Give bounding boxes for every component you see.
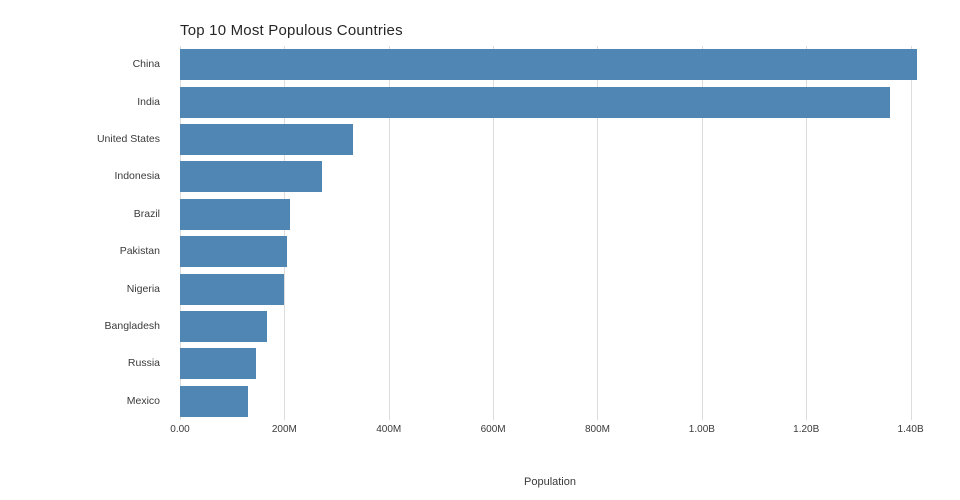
bar-indonesia — [180, 161, 323, 193]
gridline — [493, 46, 495, 420]
bar-mexico — [180, 385, 249, 417]
category-label: Pakistan — [119, 245, 160, 258]
bar-nigeria — [180, 273, 285, 305]
x-tick-label: 0.00 — [170, 424, 190, 435]
bar-pakistan — [180, 236, 287, 268]
category-label: India — [137, 95, 160, 108]
x-tick-label: 400M — [376, 424, 402, 435]
bar-china — [180, 49, 917, 81]
gridline — [597, 46, 599, 420]
category-label: United States — [96, 133, 160, 145]
gridline — [806, 46, 808, 420]
category-label: Russia — [127, 357, 160, 370]
category-label: Bangladesh — [104, 320, 160, 332]
x-tick-label: 200M — [271, 424, 297, 435]
bar-united-states — [180, 124, 353, 155]
bar-bangladesh — [180, 311, 267, 342]
category-label: China — [132, 58, 160, 71]
bar-brazil — [180, 198, 291, 230]
category-label: Nigeria — [126, 282, 160, 295]
chart-title: Top 10 Most Populous Countries — [180, 22, 403, 39]
x-axis-title: Population — [524, 476, 576, 488]
x-tick-label: 1.40B — [897, 424, 924, 435]
gridline — [180, 46, 181, 420]
plot-area — [180, 46, 920, 420]
bar-india — [180, 86, 890, 118]
category-label: Mexico — [126, 394, 160, 407]
gridline — [910, 46, 912, 420]
x-tick-label: 600M — [480, 424, 506, 435]
x-axis-tick-labels: 0.00 200M 400M 600M 800M 1.00B 1.20B 1.40B — [170, 424, 923, 440]
category-label: Indonesia — [114, 170, 160, 183]
x-tick-label: 800M — [584, 424, 610, 435]
category-label: Brazil — [133, 207, 160, 220]
x-tick-label: 1.20B — [793, 424, 820, 435]
bar-russia — [180, 348, 257, 380]
x-tick-label: 1.00B — [688, 424, 715, 435]
gridline — [284, 46, 286, 420]
gridline — [701, 46, 703, 420]
gridline — [388, 46, 390, 420]
y-axis-category-labels: China India United States Indonesia Brazil Pa… — [0, 46, 170, 420]
